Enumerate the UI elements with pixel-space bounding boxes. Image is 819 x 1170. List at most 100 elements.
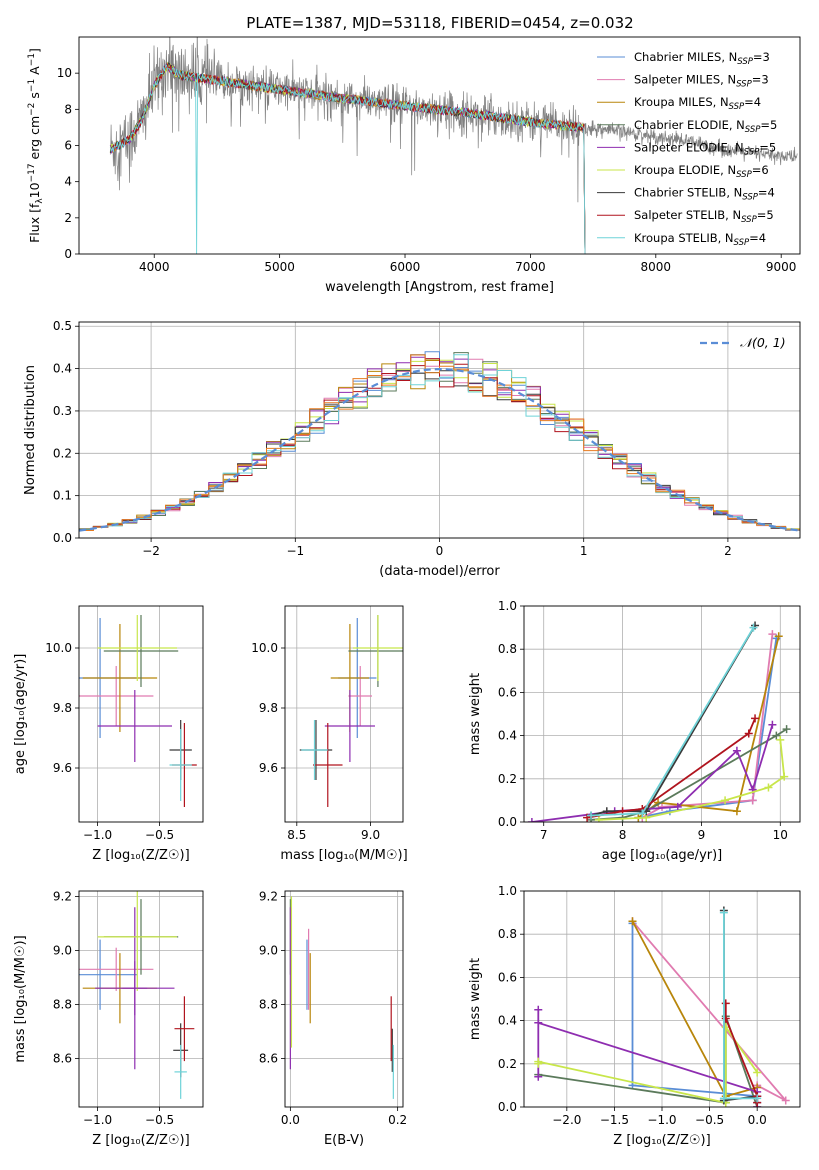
legend-label: Salpeter STELIB, NSSP=5 [634, 208, 774, 225]
y-axis-label: Normed distribution [23, 365, 38, 495]
plot-area [527, 621, 791, 822]
x-tick-label: 10 [773, 828, 788, 842]
x-tick-label: −0.5 [145, 1113, 174, 1127]
plot-area [79, 891, 195, 1099]
weight-series [598, 739, 786, 821]
weight-point [673, 802, 682, 811]
y-axis-label: Flux [fλ10−17 erg cm−2 s−1 A−1] [27, 48, 45, 243]
weight-point [534, 1057, 543, 1066]
weight-point [594, 815, 603, 822]
x-tick-label: 5000 [264, 260, 295, 274]
y-tick-label: 0.0 [53, 531, 72, 545]
y-tick-label: 0.8 [498, 927, 517, 941]
weight-point [658, 802, 666, 811]
x-axis-label: mass [log₁₀(M/M☉)] [280, 848, 407, 863]
weight-point [534, 1018, 543, 1027]
weight-point [781, 1096, 790, 1105]
axes-frame [78, 36, 801, 255]
y-tick-label: 8.6 [259, 1051, 278, 1065]
chart-z-age: −1.0 −0.5 9.6 9.8 10.0 Z [log₁₀(Z/Z☉)] age [lo… [13, 605, 204, 863]
chart-ebv-mass: 0.0 0.2 8.6 8.8 9.0 9.2 E(B-V) [259, 889, 407, 1148]
weight-series [631, 920, 758, 1098]
y-axis-label-part: −17 [27, 163, 37, 182]
x-tick-label: 8000 [641, 260, 672, 274]
legend-label: Salpeter MILES, NSSP=3 [634, 73, 769, 90]
axes-frame [78, 890, 204, 1108]
y-tick-label: 0.0 [498, 1100, 517, 1114]
chart-mass-age: 8.5 9.0 9.6 9.8 10.0 mass [log₁₀(M/M☉)] [251, 605, 408, 863]
plot-area [534, 906, 790, 1107]
y-tick-label: 10 [57, 66, 72, 80]
weight-point [719, 1094, 728, 1103]
weight-point [721, 796, 730, 805]
x-tick-label: 7 [540, 828, 548, 842]
weight-point [753, 1094, 762, 1103]
x-tick-label: 9.0 [361, 828, 380, 842]
y-axis-label-part: ] [27, 48, 42, 53]
y-tick-label: 10.0 [251, 641, 278, 655]
chart-age-weight: 7 8 9 10 0.0 0.2 0.4 0.6 0.8 1.0 age [log₁₀(age/yr… [468, 599, 801, 863]
legend-label: Salpeter ELODIE, NSSP=5 [634, 140, 776, 157]
spectrum-model [109, 64, 586, 254]
weight-point [782, 725, 791, 734]
weight-point [751, 714, 760, 723]
weight-point [628, 917, 637, 926]
weight-point [527, 818, 536, 822]
axes-frame [284, 890, 404, 1108]
x-axis-label: wavelength [Angstrom, rest frame] [325, 280, 554, 295]
weight-point [638, 809, 647, 818]
weight-point [748, 796, 757, 805]
x-tick-label: −0.5 [695, 1113, 724, 1127]
x-axis-label: E(B-V) [324, 1133, 364, 1148]
y-tick-label: 0.2 [498, 772, 517, 786]
chart-z-weight: −2.0 −1.5 −1.0 −0.5 0.0 0.0 0.2 0.4 0.6 0.8 1.0 Z [… [468, 884, 801, 1148]
weight-series [723, 912, 758, 1100]
chart-spectrum: 4000 5000 6000 7000 8000 9000 0 2 4 6 8 10 wavelengt… [27, 36, 801, 295]
x-tick-label: 9000 [766, 260, 797, 274]
y-tick-label: 1.0 [498, 884, 517, 898]
y-tick-label: 2 [64, 211, 72, 225]
y-axis-label: age [log₁₀(age/yr)] [13, 654, 28, 775]
figure-title: PLATE=1387, MJD=53118, FIBERID=0454, z=0… [246, 14, 633, 32]
y-tick-label: 0.4 [498, 1014, 517, 1028]
x-tick-label: 0.0 [281, 1113, 300, 1127]
y-tick-label: 9.0 [259, 943, 278, 957]
legend: 𝒩(0, 1) [700, 335, 786, 350]
chart-residual-hist: −2 −1 0 1 2 0.0 0.1 0.2 0.3 0.4 0.5 (data-model)/er… [23, 319, 801, 579]
y-tick-label: 8.8 [53, 997, 72, 1011]
y-tick-label: 0.6 [498, 970, 517, 984]
spectrum-data [109, 37, 798, 203]
y-axis-label-part: s [27, 92, 42, 103]
chart-z-mass: −1.0 −0.5 8.6 8.8 9.0 9.2 Z [log₁₀(Z/Z☉)] mass … [13, 889, 204, 1148]
y-axis-label-part: erg cm [27, 116, 42, 164]
x-axis-label: Z [log₁₀(Z/Z☉)] [613, 1133, 710, 1148]
x-tick-label: −1 [286, 544, 304, 558]
legend-label: Chabrier ELODIE, NSSP=5 [634, 118, 777, 135]
x-tick-label: 8 [619, 828, 627, 842]
y-tick-label: 8 [64, 102, 72, 116]
plot-area [79, 615, 197, 807]
y-tick-label: 0.3 [53, 404, 72, 418]
y-tick-label: 9.6 [53, 761, 72, 775]
y-tick-label: 8.6 [53, 1051, 72, 1065]
y-tick-label: 9.8 [259, 701, 278, 715]
y-axis-label: mass weight [468, 958, 483, 1040]
y-tick-label: 1.0 [498, 599, 517, 613]
x-tick-label: −1.0 [83, 1113, 112, 1127]
y-tick-label: 6 [64, 139, 72, 153]
y-tick-label: 0.6 [498, 685, 517, 699]
weight-series [631, 923, 759, 1103]
legend: Chabrier MILES, NSSP=3 Salpeter MILES, NS… [597, 50, 777, 248]
y-axis-label-part: −2 [27, 103, 37, 116]
y-tick-label: 10.0 [45, 641, 72, 655]
weight-point [780, 772, 789, 781]
weight-point [768, 630, 777, 639]
y-axis-label-part: 10 [27, 182, 42, 198]
y-tick-label: 0.1 [53, 489, 72, 503]
x-tick-label: 0 [436, 544, 444, 558]
legend-label: Chabrier STELIB, NSSP=4 [634, 186, 775, 203]
y-axis-label-part: Flux [f [27, 203, 42, 243]
x-tick-label: 4000 [139, 260, 170, 274]
y-tick-label: 0.4 [53, 362, 72, 376]
y-tick-label: 8.8 [259, 997, 278, 1011]
